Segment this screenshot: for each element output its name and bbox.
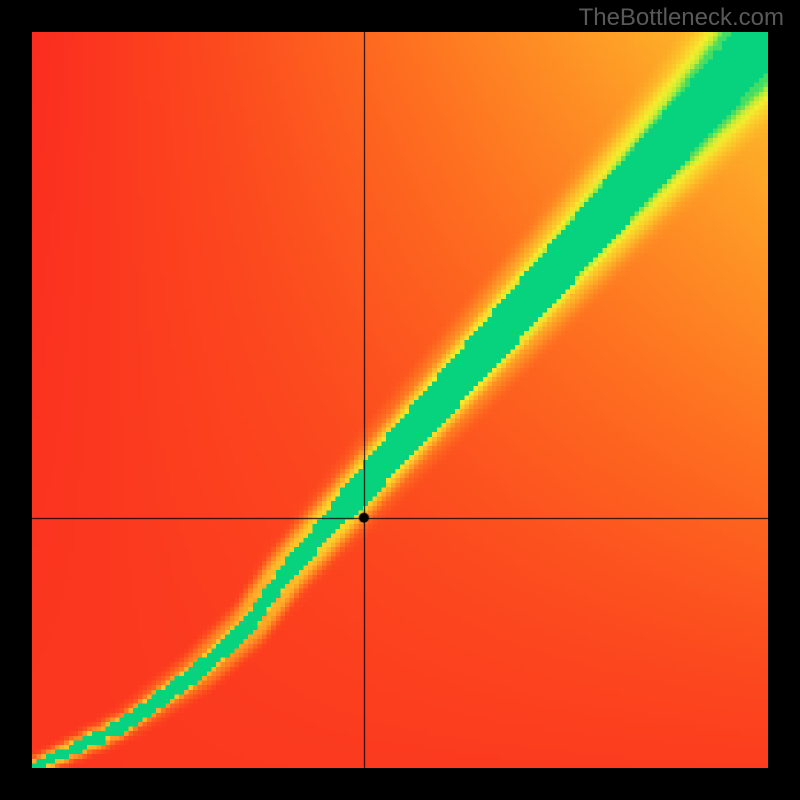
overlay-canvas (0, 0, 800, 800)
attribution-text: TheBottleneck.com (579, 4, 784, 32)
chart-container: TheBottleneck.com (0, 0, 800, 800)
